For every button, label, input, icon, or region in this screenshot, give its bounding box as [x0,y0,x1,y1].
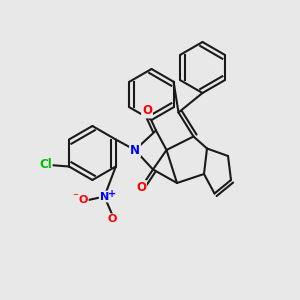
Text: O: O [78,195,88,205]
Text: O: O [108,214,117,224]
Text: Cl: Cl [39,158,52,172]
Text: +: + [107,189,116,199]
Text: N: N [130,143,140,157]
Text: ⁻: ⁻ [72,192,78,202]
Text: O: O [142,104,152,118]
Text: O: O [136,181,146,194]
Text: N: N [100,191,109,202]
